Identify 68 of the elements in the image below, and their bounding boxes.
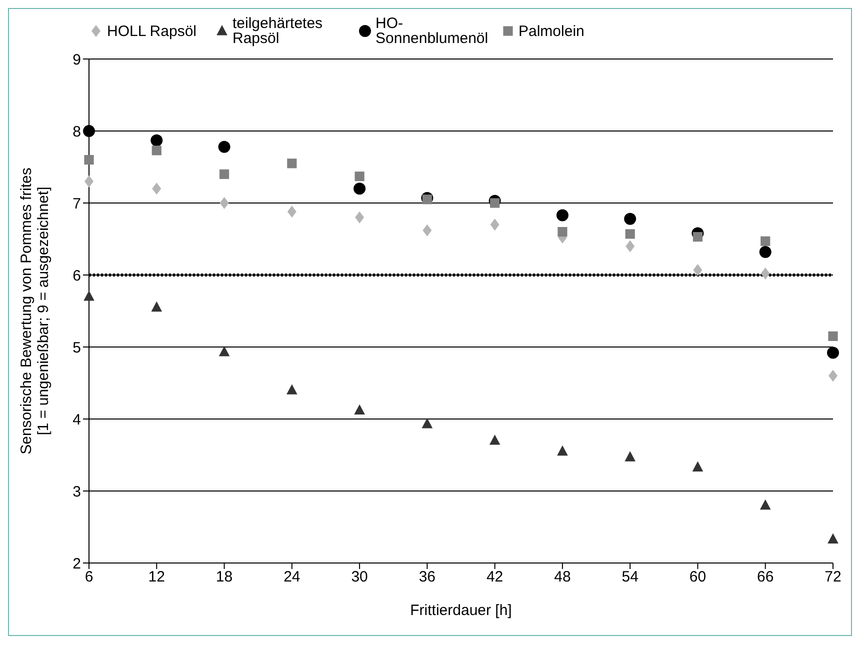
point — [828, 331, 838, 341]
point — [354, 404, 365, 415]
point — [489, 434, 500, 445]
legend-label: teilgehärtetes Rapsöl — [232, 15, 324, 47]
x-tick-label: 72 — [824, 568, 842, 586]
x-tick-label: 42 — [486, 568, 504, 586]
point — [218, 346, 230, 356]
y-tick-label: 5 — [72, 339, 81, 356]
point — [760, 268, 770, 280]
point — [692, 461, 704, 472]
x-tick-label: 54 — [622, 568, 638, 586]
x-tick-label: 60 — [689, 568, 706, 586]
x-tick-label: 36 — [418, 568, 436, 586]
x-tick-label: 12 — [148, 568, 165, 586]
point — [84, 290, 94, 301]
point — [490, 198, 500, 208]
point — [556, 209, 568, 222]
point — [558, 227, 568, 237]
point — [692, 232, 703, 242]
point — [626, 240, 635, 252]
point — [624, 212, 636, 225]
point — [354, 182, 366, 195]
point — [84, 175, 94, 188]
legend-label: Palmolein — [518, 22, 584, 40]
point — [354, 172, 364, 182]
y-tick-label: 4 — [72, 411, 81, 428]
legend-label: HOLL Rapsöl — [107, 22, 196, 40]
point — [759, 246, 772, 258]
y-tick-label: 8 — [72, 123, 81, 140]
point — [490, 218, 500, 231]
x-tick-label: 66 — [757, 568, 774, 586]
point — [84, 155, 94, 165]
point — [625, 229, 635, 239]
point — [693, 264, 702, 276]
x-tick-label: 24 — [284, 568, 300, 586]
point — [422, 224, 432, 236]
x-tick-label: 30 — [351, 568, 368, 586]
x-tick-label: 48 — [554, 568, 571, 586]
point — [828, 370, 838, 382]
point — [152, 146, 162, 156]
point — [422, 418, 433, 428]
point — [828, 533, 838, 544]
x-tick-label: 6 — [84, 568, 94, 586]
point — [152, 182, 162, 195]
point — [355, 211, 364, 224]
point — [220, 197, 229, 209]
point — [151, 301, 162, 312]
point — [219, 169, 230, 179]
point — [760, 236, 770, 246]
y-tick-label: 2 — [72, 555, 81, 572]
y-axis-title: Sensorische Bewertung von Pommes frites [1 = ungenießbar; 9 = ausgezeichnet] — [18, 168, 52, 454]
x-tick-label: 18 — [216, 568, 233, 586]
y-tick-label: 6 — [72, 267, 81, 284]
point — [827, 346, 839, 359]
legend-label: HO-Sonnenblumenöl — [376, 15, 488, 47]
point — [218, 140, 230, 153]
point — [150, 134, 163, 146]
point — [557, 445, 568, 456]
point — [760, 499, 771, 510]
y-tick-label: 9 — [72, 51, 81, 68]
point — [287, 158, 297, 168]
point — [286, 384, 298, 394]
point — [422, 194, 432, 204]
point — [624, 451, 636, 462]
y-tick-label: 7 — [72, 195, 81, 212]
point — [287, 206, 296, 218]
x-axis-title: Frittierdauer [h] — [410, 602, 512, 619]
y-tick-label: 3 — [72, 483, 81, 500]
